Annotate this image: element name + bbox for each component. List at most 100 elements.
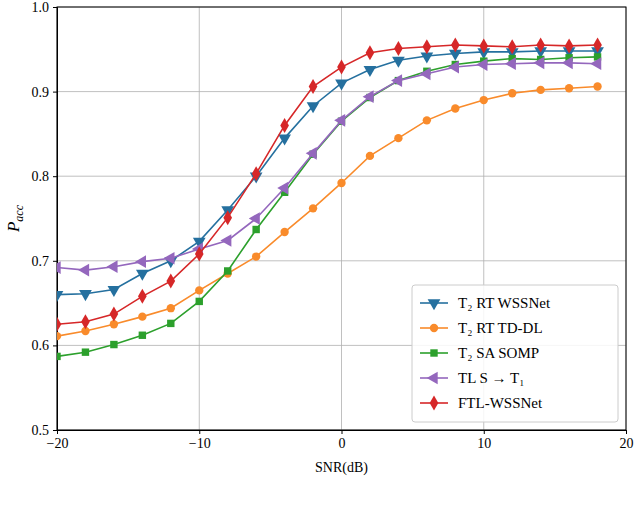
series-line [57, 51, 598, 295]
point [195, 286, 203, 294]
point [107, 260, 118, 273]
point [335, 79, 348, 90]
point [195, 247, 204, 262]
legend-entry: TL S → T₁ [420, 370, 524, 386]
tick: 10 [477, 430, 491, 451]
tick: −10 [189, 430, 211, 451]
legend-marker [427, 372, 438, 385]
point [306, 147, 317, 160]
grid [57, 7, 626, 430]
chart: −20−10010200.50.60.70.80.91.0SNR(dB)Pacc… [0, 0, 636, 516]
point [139, 332, 146, 339]
point [249, 212, 260, 225]
point [108, 286, 121, 297]
point [366, 45, 375, 60]
point [334, 114, 345, 127]
point [223, 210, 232, 225]
grid-line [57, 176, 626, 177]
axis-line [58, 431, 627, 435]
legend-entry: T₂ RT TD-DL [420, 320, 543, 336]
point [163, 252, 174, 265]
tick-label: 0.6 [32, 338, 50, 353]
point [110, 307, 119, 322]
point [394, 41, 403, 56]
tick-mark [342, 430, 343, 434]
tick-label: −20 [47, 436, 69, 451]
point [423, 116, 431, 124]
point [110, 341, 117, 348]
point [536, 86, 544, 94]
legend-marker [428, 299, 441, 310]
point [79, 290, 92, 301]
point [364, 66, 377, 77]
point [565, 84, 573, 92]
tick: 0.6 [32, 338, 58, 353]
point [533, 56, 544, 69]
tick-mark [53, 176, 57, 177]
point [82, 348, 89, 355]
point [476, 58, 487, 71]
x-axis-title: SNR(dB) [315, 460, 368, 476]
point [590, 57, 601, 70]
tick-label: 0.5 [32, 423, 50, 438]
point [277, 182, 288, 195]
point [505, 57, 516, 70]
y-axis: 0.5 0.6 0.7 0.8 0.9 1.0 [32, 0, 58, 438]
tick: 20 [620, 430, 634, 451]
point [166, 274, 175, 289]
point [420, 67, 431, 80]
tick-mark [53, 430, 57, 431]
tick-label: 20 [620, 436, 634, 451]
point [451, 104, 459, 112]
point [252, 226, 259, 233]
point [451, 38, 460, 53]
point [136, 270, 149, 281]
tick: 0.7 [32, 254, 58, 269]
point [81, 314, 90, 329]
point [479, 38, 488, 53]
point [278, 134, 291, 145]
point [448, 61, 459, 74]
tick-label: 0.9 [32, 85, 50, 100]
tick-label: 0.7 [32, 254, 50, 269]
legend-label: TL S → T₁ [458, 370, 524, 386]
point [480, 96, 488, 104]
point [562, 56, 573, 69]
point [508, 39, 517, 54]
tick: 0.5 [32, 423, 58, 438]
tick-mark [484, 430, 485, 434]
point [138, 312, 146, 320]
point [196, 298, 203, 305]
point [593, 38, 602, 53]
point [57, 317, 61, 332]
point [78, 264, 89, 277]
legend-label: T₂ RT WSSNet [458, 295, 551, 311]
point [252, 252, 260, 260]
legend-entry: FTL-WSSNet [420, 395, 543, 411]
point [138, 289, 147, 304]
tick-label: 0.8 [32, 169, 50, 184]
point [394, 134, 402, 142]
point [135, 255, 146, 268]
series [57, 82, 602, 340]
legend-box [412, 285, 618, 422]
point [57, 353, 61, 360]
point [337, 60, 346, 75]
tick: 0 [339, 430, 346, 451]
point [167, 320, 174, 327]
point [280, 228, 288, 236]
grid-line [199, 7, 200, 430]
legend-marker [430, 349, 437, 356]
point [363, 90, 374, 103]
point [167, 304, 175, 312]
legend-marker [430, 324, 438, 332]
legend-label: T₂ SA SOMP [458, 345, 539, 361]
point [565, 38, 574, 53]
tick: 1.0 [32, 0, 58, 15]
plot: −20−10010200.50.60.70.80.91.0SNR(dB)Pacc… [4, 0, 634, 476]
tick-mark [53, 261, 57, 262]
legend-entry: T₂ RT WSSNet [420, 295, 551, 311]
tick-mark [626, 430, 627, 434]
tick: −20 [47, 430, 69, 451]
legend-label: T₂ RT TD-DL [458, 320, 543, 336]
